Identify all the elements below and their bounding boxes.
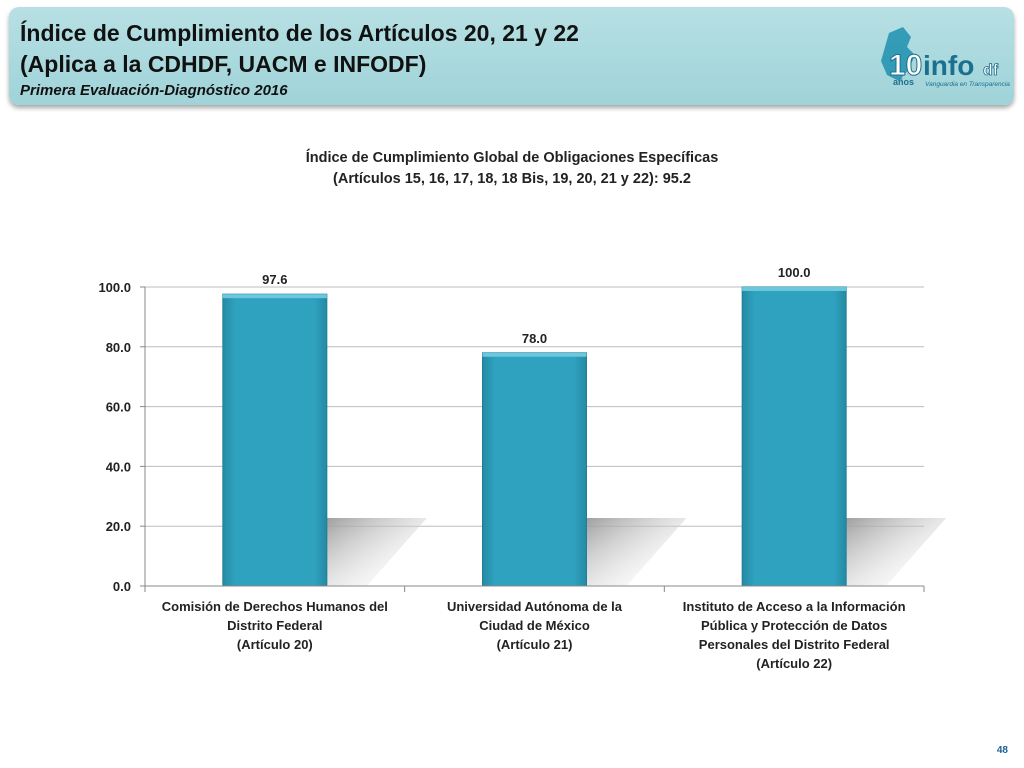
- logo-brand: info: [923, 50, 974, 81]
- y-tick-label: 80.0: [106, 340, 131, 355]
- header-banner: Índice de Cumplimiento de los Artículos …: [9, 7, 1014, 105]
- bar-shadow: [326, 518, 427, 586]
- data-label: 97.6: [262, 272, 287, 287]
- x-tick-label: Pública y Protección de Datos: [701, 618, 887, 633]
- x-tick-label: Universidad Autónoma de la: [447, 599, 623, 614]
- page-title: Índice de Cumplimiento de los Artículos …: [20, 20, 579, 46]
- chart-title-line2: (Artículos 15, 16, 17, 18, 18 Bis, 19, 2…: [333, 171, 691, 187]
- x-tick-label: (Artículo 20): [237, 637, 313, 652]
- logo-suffix: df: [983, 62, 999, 79]
- x-tick-label: Comisión de Derechos Humanos del: [162, 599, 388, 614]
- x-tick-label: Distrito Federal: [227, 618, 322, 633]
- page-title-line2: (Aplica a la CDHDF, UACM e INFODF): [20, 51, 427, 77]
- bar-shadow: [846, 518, 947, 586]
- bar-shadows: [326, 518, 947, 586]
- bars: [222, 286, 847, 587]
- bar: [482, 352, 587, 587]
- data-label: 78.0: [522, 331, 547, 346]
- bar: [222, 293, 328, 587]
- y-tick-label: 40.0: [106, 459, 131, 474]
- bar-highlight: [222, 294, 327, 299]
- logo-years: 10: [889, 49, 922, 82]
- logo-years-word: años: [893, 77, 914, 87]
- x-tick-label: (Artículo 21): [497, 637, 573, 652]
- y-tick-label: 0.0: [113, 579, 131, 594]
- page-number: 48: [996, 745, 1008, 756]
- axes: [140, 286, 925, 592]
- x-tick-label: Ciudad de México: [479, 618, 590, 633]
- labels: 0.0 20.0 40.0 60.0 80.0 100.0 97.6 Comisión de …: [98, 265, 905, 671]
- bar-highlight: [742, 287, 847, 291]
- y-tick-label: 20.0: [106, 519, 131, 534]
- bar-shadow: [586, 518, 687, 586]
- chart-title: Índice de Cumplimiento Global de Obligac…: [0, 148, 1024, 190]
- logo-tagline: Vanguardia en Transparencia: [925, 81, 1010, 88]
- x-tick-label: Personales del Distrito Federal: [699, 637, 890, 652]
- bar: [741, 286, 847, 587]
- y-tick-label: 100.0: [98, 280, 131, 295]
- page-subtitle: Primera Evaluación-Diagnóstico 2016: [20, 82, 288, 99]
- y-tick-label: 60.0: [106, 400, 131, 415]
- x-tick-label: (Artículo 22): [756, 656, 832, 671]
- mexico-city-map-icon: [881, 27, 915, 81]
- x-tick-label: Instituto de Acceso a la Información: [683, 599, 906, 614]
- data-label: 100.0: [778, 265, 811, 280]
- infodf-logo: 10 años info df Vanguardia en Transparen…: [881, 27, 1010, 88]
- chart-title-line1: Índice de Cumplimiento Global de Obligac…: [305, 150, 719, 166]
- bar-highlight: [482, 352, 587, 357]
